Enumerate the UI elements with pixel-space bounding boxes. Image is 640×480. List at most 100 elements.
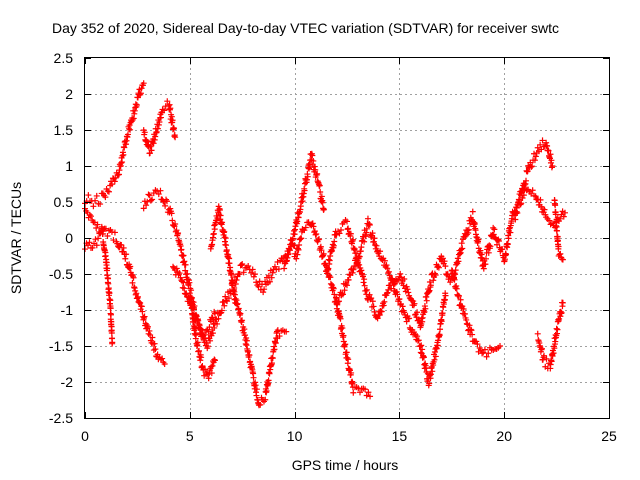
- data-point: [522, 177, 529, 184]
- data-point: [309, 152, 316, 159]
- data-point: [242, 340, 249, 347]
- series-arc-k: [323, 215, 449, 389]
- data-point: [467, 326, 474, 333]
- data-point: [517, 201, 524, 208]
- data-point: [85, 192, 92, 199]
- data-point: [197, 357, 204, 364]
- data-point: [355, 255, 362, 262]
- y-tick-label: 0: [65, 230, 73, 246]
- data-point: [87, 213, 94, 220]
- data-point: [260, 289, 267, 296]
- data-point: [534, 330, 541, 337]
- data-point: [269, 355, 276, 362]
- data-point: [361, 282, 368, 289]
- data-point: [366, 291, 373, 298]
- data-point: [130, 274, 137, 281]
- data-point: [183, 290, 190, 297]
- data-point: [250, 273, 257, 280]
- data-point: [455, 258, 462, 265]
- data-point: [225, 295, 232, 302]
- data-point: [301, 187, 308, 194]
- data-point: [211, 356, 218, 363]
- data-point: [401, 275, 408, 282]
- data-point: [507, 229, 514, 236]
- data-point: [438, 318, 445, 325]
- data-point: [337, 315, 344, 322]
- data-point: [469, 331, 476, 338]
- data-point: [556, 251, 563, 258]
- data-point: [558, 309, 565, 316]
- data-point: [265, 377, 272, 384]
- data-point: [94, 221, 101, 228]
- data-point: [161, 107, 168, 114]
- data-point: [499, 246, 506, 253]
- data-point: [405, 289, 412, 296]
- data-point: [475, 236, 482, 243]
- data-point: [152, 133, 159, 140]
- data-point: [381, 257, 388, 264]
- data-point: [163, 198, 170, 205]
- series-arc-i: [281, 150, 327, 272]
- data-point: [541, 206, 548, 213]
- data-point: [384, 289, 391, 296]
- data-point: [157, 187, 164, 194]
- data-point: [406, 315, 413, 322]
- data-point: [239, 317, 246, 324]
- data-point: [531, 157, 538, 164]
- data-point: [127, 126, 134, 133]
- data-point: [363, 286, 370, 293]
- data-point: [207, 337, 214, 344]
- data-point: [547, 151, 554, 158]
- data-point: [418, 342, 425, 349]
- data-point: [384, 265, 391, 272]
- data-point: [411, 300, 418, 307]
- data-point: [249, 266, 256, 273]
- data-point: [195, 317, 202, 324]
- series-arc-b: [140, 98, 179, 157]
- data-point: [497, 343, 504, 349]
- data-point: [190, 315, 197, 322]
- data-point: [144, 198, 151, 205]
- data-point: [350, 236, 357, 243]
- series-arc-q: [551, 197, 566, 263]
- data-point: [182, 261, 189, 268]
- series-arc-p: [534, 299, 566, 372]
- data-point: [149, 196, 156, 203]
- data-point: [349, 269, 356, 276]
- data-point: [223, 242, 230, 249]
- data-point: [356, 261, 363, 268]
- data-point: [215, 315, 222, 322]
- data-point: [311, 228, 318, 235]
- data-point: [293, 255, 300, 262]
- data-point: [410, 298, 417, 305]
- data-point: [537, 196, 544, 203]
- data-point: [262, 396, 269, 403]
- data-point: [430, 277, 437, 284]
- data-point: [380, 302, 387, 309]
- data-point: [529, 163, 536, 170]
- data-point: [198, 354, 205, 361]
- data-point: [348, 369, 355, 376]
- data-point: [485, 350, 492, 357]
- data-point: [208, 370, 215, 377]
- data-point: [404, 286, 411, 293]
- data-point: [431, 356, 438, 363]
- data-point: [465, 230, 472, 237]
- data-point: [104, 233, 111, 240]
- data-point: [225, 251, 232, 258]
- data-point: [361, 276, 368, 283]
- data-point: [398, 274, 405, 281]
- data-point: [473, 338, 480, 345]
- data-point: [432, 353, 439, 360]
- data-point: [180, 252, 187, 259]
- data-point: [381, 298, 388, 305]
- data-point: [518, 200, 525, 207]
- data-point: [549, 163, 556, 169]
- data-point: [209, 330, 216, 337]
- data-point: [102, 194, 109, 201]
- series-arc-h: [207, 203, 290, 409]
- data-point: [204, 343, 211, 350]
- data-point: [555, 243, 562, 250]
- data-point: [137, 90, 144, 97]
